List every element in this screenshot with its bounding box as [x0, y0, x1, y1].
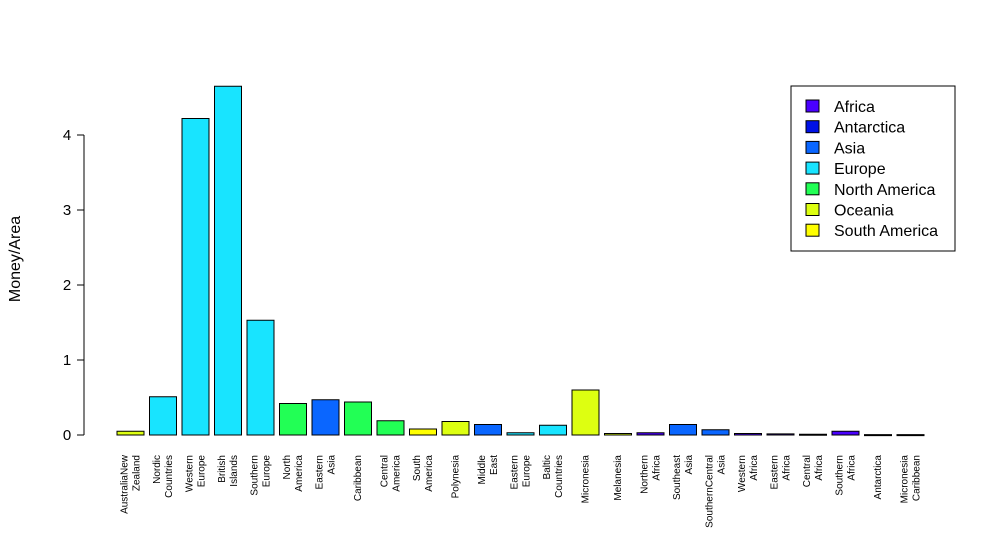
y-tick-label: 1: [63, 352, 71, 369]
category-label: Europe: [197, 455, 208, 488]
category-label: SouthernCentral: [705, 455, 716, 528]
category-label: Africa: [652, 455, 663, 481]
category-label: Africa: [782, 455, 793, 481]
y-tick-label: 3: [63, 202, 71, 219]
legend-swatch: [805, 223, 820, 237]
bar: [896, 434, 925, 437]
legend-swatch: [805, 182, 820, 196]
category-label: Caribbean: [353, 455, 364, 501]
category-label: Countries: [164, 455, 175, 498]
category-label: Melanesia: [613, 455, 624, 501]
category-label: Northern: [640, 455, 651, 494]
y-axis: 0 1 2 3 4: [63, 127, 85, 444]
category-label: Eastern: [770, 455, 781, 489]
bar: [409, 428, 437, 436]
y-tick-label: 0: [63, 427, 71, 444]
category-label: Nordic: [152, 455, 163, 484]
category-labels: AustraliaNew Zealand Nordic Countries Wester…: [120, 454, 923, 528]
category-label: Western: [185, 455, 196, 492]
category-label: Southeast: [672, 455, 683, 500]
category-label: Countries: [554, 455, 565, 498]
bar: [376, 420, 405, 436]
bar: [246, 319, 275, 436]
legend-swatch: [805, 140, 820, 154]
category-label: AustraliaNew: [120, 454, 131, 514]
bar: [441, 421, 470, 436]
legend-label: South America: [834, 223, 938, 240]
bar: [181, 118, 210, 436]
y-tick-label: 2: [63, 277, 71, 294]
category-label: Europe: [522, 455, 533, 488]
bars: [116, 85, 925, 437]
category-label: Southern: [250, 455, 261, 496]
category-label: Micronesia: [900, 455, 911, 504]
category-label: South: [412, 455, 423, 481]
legend: Africa Antarctica Asia Europe North America O…: [790, 85, 956, 252]
legend-label: Antarctica: [834, 120, 905, 137]
category-label: Islands: [229, 455, 240, 487]
legend-swatch: [805, 203, 820, 216]
category-label: Europe: [262, 455, 273, 488]
category-label: Eastern: [510, 455, 521, 489]
bar: [766, 433, 795, 436]
category-label: Africa: [814, 455, 825, 481]
bar: [539, 424, 567, 436]
category-label: North: [282, 455, 293, 479]
bar: [799, 433, 827, 436]
category-label: Central: [802, 455, 813, 487]
bar: [701, 429, 730, 436]
bar: [636, 432, 665, 436]
bar: [571, 389, 600, 436]
category-label: Antarctica: [873, 455, 884, 500]
category-label: Western: [737, 455, 748, 492]
category-label: British: [217, 455, 228, 483]
category-label: Caribbean: [912, 455, 923, 501]
category-label: America: [424, 455, 435, 492]
category-label: Eastern: [315, 455, 326, 489]
category-label: America: [294, 455, 305, 492]
legend-label: Asia: [834, 140, 865, 157]
category-label: Asia: [327, 455, 338, 475]
bar: [474, 424, 502, 436]
legend-label: Africa: [834, 99, 875, 116]
bar: [116, 430, 145, 436]
category-label: Micronesia: [581, 455, 592, 504]
bar: [604, 433, 632, 436]
category-label: Southern: [835, 455, 846, 496]
category-label: Baltic: [542, 455, 553, 479]
bar: [344, 401, 372, 436]
bar: [831, 430, 860, 436]
bar: [864, 434, 892, 437]
legend-label: Europe: [834, 161, 886, 178]
category-label: America: [392, 455, 403, 492]
category-label: Africa: [847, 455, 858, 481]
bar: [669, 424, 697, 436]
y-axis-label: Money/Area: [7, 216, 24, 302]
legend-label: North America: [834, 182, 935, 199]
category-label: Africa: [749, 455, 760, 481]
category-label: Polynesia: [451, 455, 462, 499]
category-label: East: [489, 455, 500, 475]
bar: [279, 403, 307, 436]
bar: [149, 396, 177, 436]
bar: [214, 85, 242, 436]
category-label: Asia: [684, 455, 695, 475]
category-label: Middle: [477, 455, 488, 485]
legend-label: Oceania: [834, 203, 894, 220]
category-label: Zealand: [132, 455, 143, 491]
bar: [311, 399, 340, 436]
legend-swatch: [805, 120, 820, 134]
legend-swatch: [805, 99, 820, 113]
category-label: Central: [380, 455, 391, 487]
bar: [734, 433, 762, 436]
y-tick-label: 4: [63, 127, 71, 144]
category-label: Asia: [717, 455, 728, 475]
legend-swatch: [805, 161, 820, 175]
bar: [506, 432, 535, 436]
